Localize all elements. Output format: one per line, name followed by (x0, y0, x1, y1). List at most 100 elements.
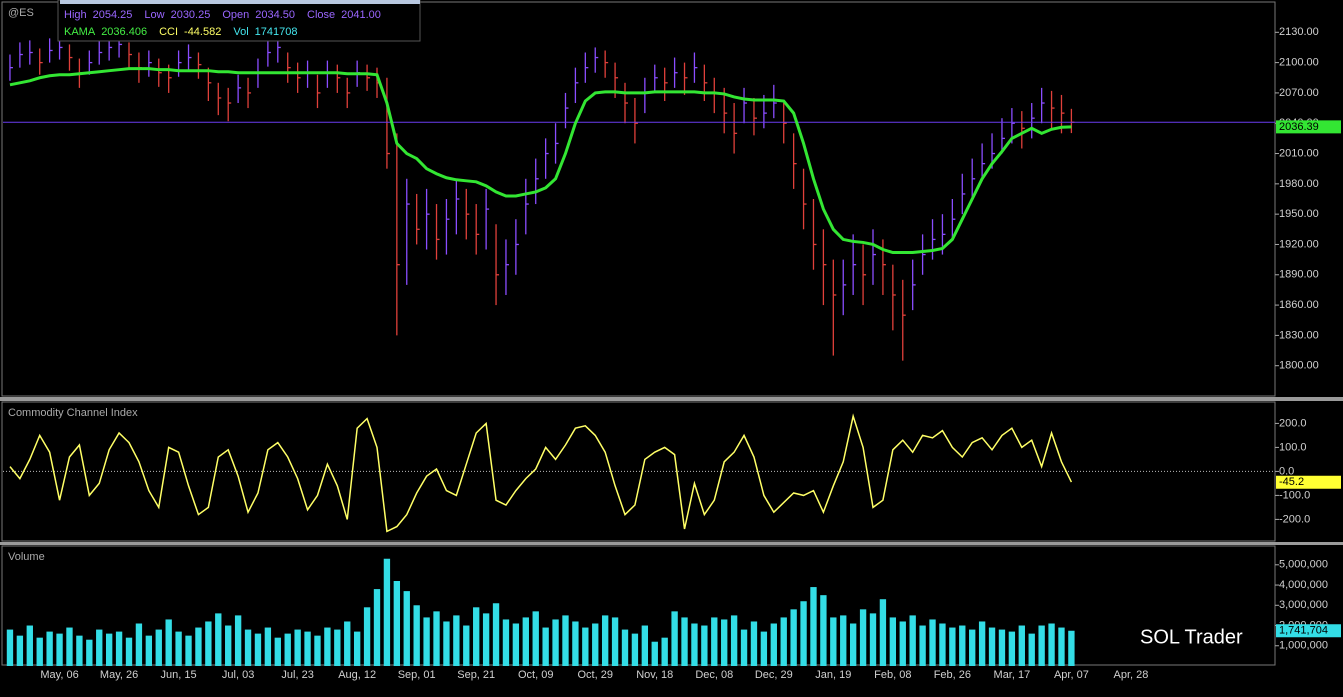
volume-bar (681, 617, 688, 666)
volume-bar (304, 631, 311, 666)
info-box-strip (60, 0, 420, 4)
volume-bar (651, 641, 658, 666)
volume-bar (879, 599, 887, 666)
info-value: 2030.25 (171, 9, 211, 21)
volume-bar (988, 627, 996, 666)
watermark: SOL Trader (1140, 626, 1243, 648)
volume-bar (393, 581, 401, 666)
volume-bar (234, 615, 242, 666)
info-label: Vol (233, 26, 248, 38)
volume-bar (820, 595, 827, 666)
y-tick-label: 1950.00 (1279, 208, 1319, 220)
volume-bar (810, 587, 817, 666)
x-tick-label: Apr, 07 (1054, 669, 1089, 681)
volume-bar (6, 629, 14, 666)
volume-bar (929, 619, 936, 666)
x-tick-label: Jul, 03 (222, 669, 254, 681)
y-tick-label: 1860.00 (1279, 299, 1319, 311)
y-tick-label: 1980.00 (1279, 178, 1319, 190)
volume-bar (294, 629, 301, 666)
info-label: High (64, 9, 87, 21)
x-tick-label: Jun, 15 (161, 669, 197, 681)
volume-bar (284, 633, 291, 666)
volume-bar (215, 613, 222, 666)
volume-bar (909, 615, 916, 666)
volume-bar (621, 629, 629, 666)
y-tick-label: 1830.00 (1279, 329, 1319, 341)
volume-bar (16, 635, 24, 666)
y-tick-label: 3,000,000 (1279, 599, 1328, 611)
pane-title: Commodity Channel Index (8, 407, 138, 419)
volume-bar (155, 629, 162, 666)
value-marker (1276, 475, 1341, 489)
x-tick-label: Feb, 26 (934, 669, 971, 681)
volume-bar (344, 621, 351, 666)
x-tick-label: Dec, 08 (695, 669, 733, 681)
x-tick-label: Mar, 17 (994, 669, 1031, 681)
volume-bar (661, 637, 668, 666)
volume-bar (1018, 625, 1025, 666)
x-tick-label: Jan, 19 (815, 669, 851, 681)
value-marker (1276, 624, 1341, 638)
volume-bar (175, 631, 182, 666)
volume-bar (859, 609, 867, 666)
volume-bar (244, 629, 252, 666)
volume-bar (413, 605, 420, 666)
x-tick-label: Sep, 01 (398, 669, 436, 681)
volume-bar (770, 623, 777, 666)
y-tick-label: 1890.00 (1279, 269, 1319, 281)
volume-bar (502, 619, 510, 666)
volume-bar (36, 637, 43, 666)
cci-line (9, 413, 1073, 533)
y-tick-label: 2100.00 (1279, 57, 1319, 69)
volume-bar (66, 627, 73, 666)
volume-bar (919, 625, 926, 666)
volume-bar (453, 615, 460, 666)
volume-bar (552, 619, 559, 666)
y-tick-label: -100.0 (1279, 489, 1310, 501)
y-tick-label: 5,000,000 (1279, 559, 1328, 571)
x-tick-label: Aug, 12 (338, 669, 376, 681)
pane-title: @ES (8, 7, 34, 19)
volume-bar (849, 623, 857, 666)
x-tick-label: Nov, 18 (636, 669, 673, 681)
volume-bar (324, 627, 331, 666)
volume-bar (334, 629, 341, 666)
x-tick-label: Feb, 08 (874, 669, 911, 681)
volume-bar (363, 607, 371, 666)
y-tick-label: 0.0 (1279, 465, 1294, 477)
volume-bar (959, 625, 966, 666)
volume-bar (1038, 625, 1045, 666)
volume-bar (978, 621, 986, 666)
volume-bar (1028, 633, 1035, 666)
volume-bar (482, 613, 490, 666)
x-tick-label: Jul, 23 (281, 669, 313, 681)
volume-bar (274, 637, 281, 666)
volume-bar (582, 627, 589, 666)
info-label: Low (144, 9, 164, 21)
plots: @ES 1800.00 1830.00 1860.00 1890.00 1920.00 19… (3, 7, 1341, 681)
x-tick-label: May, 06 (40, 669, 78, 681)
volume-bar (671, 611, 678, 666)
volume-bar (780, 617, 787, 666)
volume-bar (353, 631, 361, 666)
y-tick-label: 2010.00 (1279, 147, 1319, 159)
volume-bar (443, 621, 450, 666)
volume-bar (1058, 627, 1065, 666)
volume-bar (889, 617, 897, 666)
x-tick-label: May, 26 (100, 669, 138, 681)
x-tick-label: Oct, 09 (518, 669, 553, 681)
pane-separator (0, 397, 1343, 401)
volume-bar (254, 633, 262, 666)
pane-title: Volume (8, 551, 45, 563)
volume-bar (46, 631, 53, 666)
volume-bar (26, 625, 33, 666)
info-value: 2036.406 (101, 26, 147, 38)
volume-bar (135, 623, 143, 666)
volume-bar (522, 617, 529, 666)
volume-bar (314, 635, 321, 666)
volume-bar (86, 639, 93, 666)
